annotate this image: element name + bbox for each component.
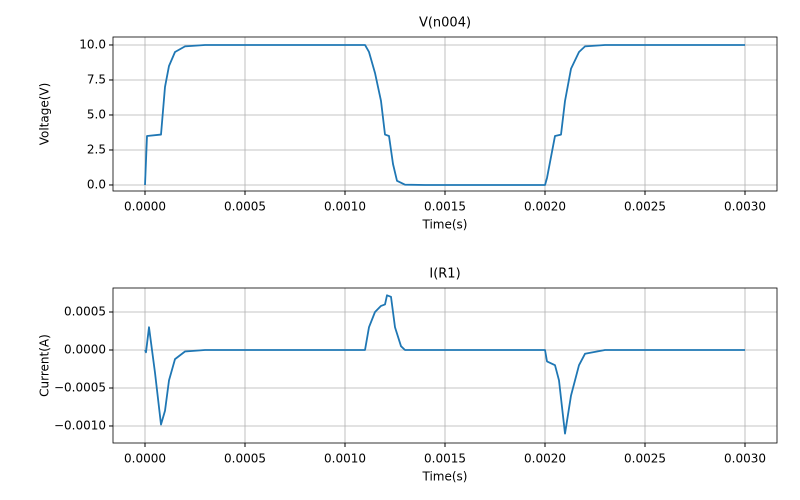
- x-tick-label: 0.0000: [124, 452, 166, 466]
- y-tick-label: −0.0010: [54, 418, 106, 432]
- y-tick-label: 2.5: [87, 142, 106, 156]
- x-tick-label: 0.0010: [324, 200, 366, 214]
- y-axis-label: Voltage(V): [38, 83, 52, 146]
- x-tick-label: 0.0025: [624, 200, 666, 214]
- plot-frame: [112, 287, 778, 444]
- chart-title: V(n004): [419, 16, 471, 31]
- y-tick-label: −0.0005: [54, 380, 106, 394]
- x-tick-label: 0.0020: [524, 452, 566, 466]
- x-tick-label: 0.0015: [424, 200, 466, 214]
- series-line: [144, 44, 745, 186]
- x-tick-label: 0.0010: [324, 452, 366, 466]
- y-tick-label: 7.5: [87, 72, 106, 86]
- y-tick-label: 10.0: [79, 37, 106, 51]
- x-tick-label: 0.0020: [524, 200, 566, 214]
- x-tick-label: 0.0025: [624, 452, 666, 466]
- x-tick-label: 0.0000: [124, 200, 166, 214]
- x-tick-label: 0.0005: [224, 452, 266, 466]
- x-tick-label: 0.0015: [424, 452, 466, 466]
- y-tick-label: 0.0000: [64, 343, 106, 357]
- chart-title: I(R1): [429, 267, 460, 282]
- y-tick-label: 0.0: [87, 177, 106, 191]
- y-tick-label: 0.0005: [64, 305, 106, 319]
- x-tick-label: 0.0030: [724, 452, 766, 466]
- x-axis-label: Time(s): [422, 218, 468, 232]
- x-tick-label: 0.0005: [224, 200, 266, 214]
- y-axis-label: Current(A): [38, 334, 52, 397]
- x-axis-label: Time(s): [422, 470, 468, 484]
- y-tick-label: 5.0: [87, 107, 106, 121]
- x-tick-label: 0.0030: [724, 200, 766, 214]
- series-line: [144, 294, 745, 435]
- plot-frame: [112, 36, 778, 192]
